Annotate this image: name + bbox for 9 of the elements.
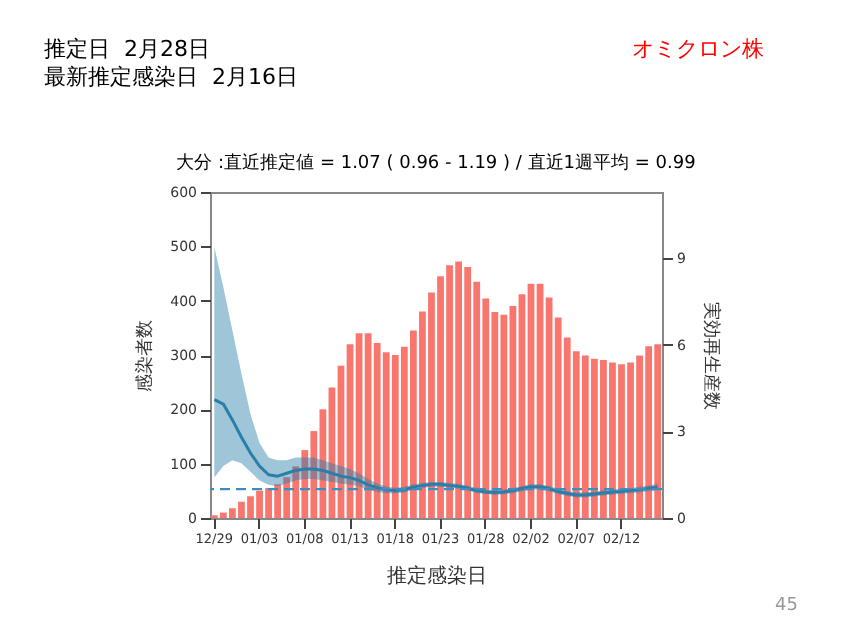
chart-title: 大分 :直近推定値 = 1.07 ( 0.96 - 1.19 ) / 直近1週平均 = 0.99 — [176, 152, 697, 174]
y-axis-title: 感染者数 — [134, 320, 157, 392]
text: 推定日 2月28日 — [44, 36, 210, 64]
line-series — [212, 398, 660, 497]
x-axis-title: 推定感染日 — [387, 564, 487, 588]
y2-axis-title: 実効再生産数 — [699, 302, 722, 410]
text: 45 — [775, 594, 798, 620]
text: 最新推定感染日 2月16日 — [44, 64, 298, 92]
text: オミクロン株 — [632, 36, 764, 64]
